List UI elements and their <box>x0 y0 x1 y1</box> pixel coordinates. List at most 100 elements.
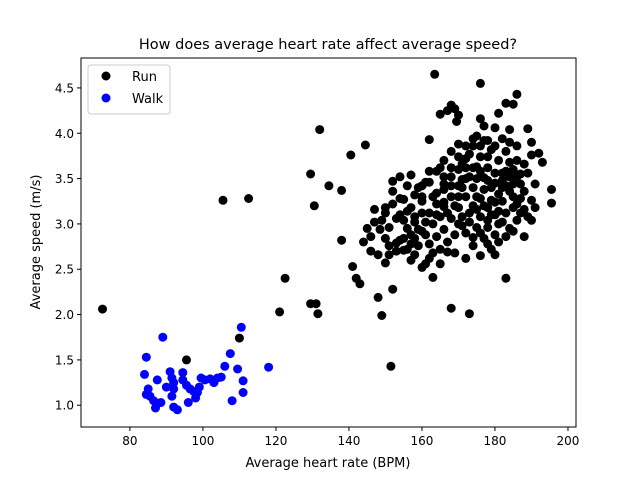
point-walk <box>194 382 204 392</box>
point-walk <box>238 376 248 386</box>
point-run <box>428 248 438 258</box>
point-run <box>490 168 500 178</box>
point-walk <box>264 362 274 372</box>
point-run <box>443 208 452 218</box>
point-run <box>377 215 387 225</box>
point-run <box>468 141 478 151</box>
point-run <box>373 250 383 260</box>
point-run <box>516 179 525 189</box>
point-run <box>446 192 456 202</box>
point-run <box>360 140 370 150</box>
point-run <box>324 181 334 191</box>
point-run <box>406 230 416 240</box>
point-run <box>527 137 536 147</box>
x-tick-label: 160 <box>410 434 433 448</box>
point-run <box>519 186 529 196</box>
point-run <box>424 239 434 249</box>
point-run <box>380 233 390 243</box>
point-walk <box>169 384 179 394</box>
point-run <box>388 199 398 209</box>
point-run <box>402 206 412 216</box>
point-run <box>508 226 518 236</box>
point-run <box>446 163 456 173</box>
point-run <box>464 172 474 182</box>
point-run <box>527 150 536 160</box>
point-run <box>475 166 485 176</box>
point-run <box>410 190 420 200</box>
point-run <box>443 237 452 247</box>
legend: Run Walk <box>87 64 171 115</box>
point-run <box>313 309 323 319</box>
point-run <box>483 223 493 232</box>
point-run <box>406 170 416 180</box>
point-run <box>370 204 379 214</box>
point-walk <box>178 375 188 385</box>
y-tick-label: 2.5 <box>55 263 74 277</box>
point-walk <box>141 352 151 362</box>
point-run <box>439 179 449 189</box>
point-run <box>424 135 434 145</box>
point-run <box>468 163 478 173</box>
point-run <box>483 163 493 173</box>
point-walk <box>178 368 188 378</box>
point-run <box>424 166 434 176</box>
point-run <box>454 165 463 174</box>
point-run <box>490 178 500 188</box>
point-run <box>501 208 511 218</box>
point-run <box>417 192 427 202</box>
point-run <box>435 244 445 254</box>
point-run <box>527 195 536 205</box>
point-run <box>519 204 529 214</box>
point-run <box>494 237 504 247</box>
point-run <box>508 179 518 189</box>
point-run <box>483 175 493 185</box>
point-run <box>497 175 507 185</box>
point-run <box>508 165 518 174</box>
point-run <box>275 307 285 317</box>
point-run <box>98 304 107 314</box>
point-run <box>446 181 456 191</box>
point-run <box>428 219 438 229</box>
point-walk <box>161 382 171 392</box>
point-walk <box>152 375 162 385</box>
point-run <box>439 155 449 165</box>
point-walk <box>220 361 230 371</box>
y-tick-label: 1.5 <box>55 353 74 367</box>
point-run <box>244 194 254 203</box>
point-run <box>530 179 540 189</box>
point-run <box>468 183 478 193</box>
point-run <box>519 159 529 169</box>
x-axis: 80 100 120 140 160 180 200 <box>122 427 579 448</box>
point-run <box>468 233 478 242</box>
point-run <box>501 146 511 156</box>
point-run <box>452 117 462 126</box>
point-run <box>375 224 385 234</box>
point-run <box>486 195 496 205</box>
point-run <box>497 183 507 193</box>
point-run <box>461 228 471 238</box>
point-run <box>461 253 471 263</box>
x-tick-label: 200 <box>557 434 580 448</box>
point-run <box>234 333 244 343</box>
point-run <box>472 192 482 202</box>
point-run <box>430 69 440 79</box>
y-tick-label: 1.0 <box>55 399 74 413</box>
point-run <box>461 154 471 164</box>
x-tick-label: 180 <box>484 434 507 448</box>
point-walk <box>156 398 166 407</box>
point-run <box>475 141 485 151</box>
point-walk <box>216 372 226 382</box>
point-run <box>534 148 544 158</box>
point-run <box>435 109 445 119</box>
point-walk <box>236 322 246 332</box>
point-run <box>479 201 489 211</box>
point-walk <box>151 403 160 413</box>
point-run <box>490 141 500 151</box>
y-tick-label: 4.0 <box>55 127 74 141</box>
point-run <box>454 139 463 149</box>
point-run <box>417 208 427 218</box>
point-run <box>547 185 556 194</box>
point-run <box>384 241 394 251</box>
point-run <box>537 157 547 167</box>
